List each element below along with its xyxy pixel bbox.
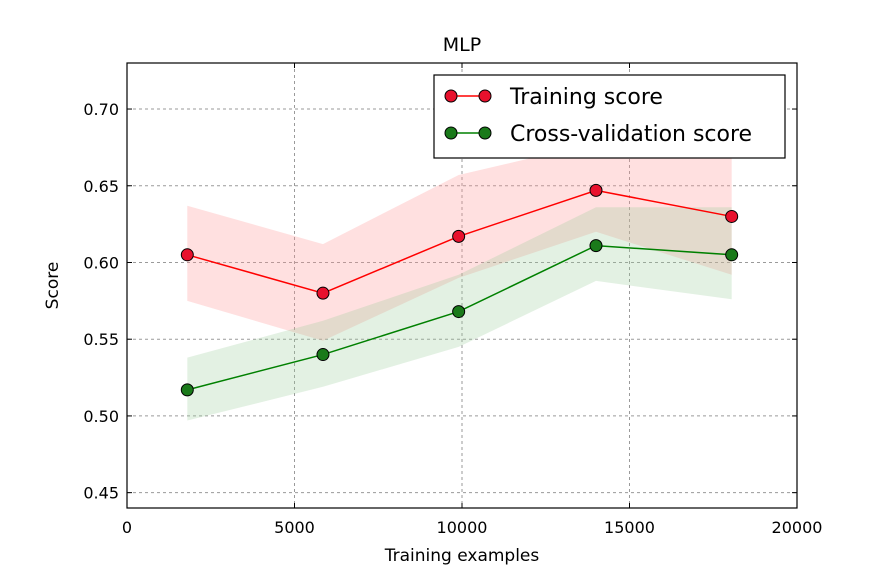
series-1-point — [725, 248, 739, 262]
y-tick-label: 0.55 — [83, 330, 119, 349]
series-1-point — [316, 348, 330, 362]
x-tick-label: 5000 — [274, 518, 315, 537]
y-tick-label: 0.60 — [83, 253, 119, 272]
y-tick-label: 0.50 — [83, 407, 119, 426]
x-tick-label: 20000 — [772, 518, 823, 537]
legend-label-0: Training score — [509, 85, 663, 110]
series-0-point — [589, 183, 603, 197]
series-0-point — [452, 229, 466, 243]
series-0-point — [725, 209, 739, 223]
legend-marker-0 — [444, 89, 458, 103]
legend-marker-1 — [478, 126, 492, 140]
confidence-bands — [187, 142, 732, 421]
series-0-point — [180, 248, 194, 262]
y-tick-label: 0.45 — [83, 484, 119, 503]
x-tick-label: 10000 — [437, 518, 488, 537]
series-markers — [180, 183, 739, 397]
legend: Training score Cross-validation score — [433, 74, 786, 159]
x-tick-label: 15000 — [604, 518, 655, 537]
series-1-point — [452, 305, 466, 319]
series-0-point — [316, 286, 330, 300]
axis-ticks: 0 5000 10000 15000 20000 0.45 0.50 0.55 0.60 0.65… — [83, 63, 822, 537]
x-axis-title: Training examples — [384, 546, 540, 566]
legend-box — [433, 74, 786, 159]
chart-title: MLP — [443, 34, 481, 56]
y-axis-title: Score — [43, 262, 63, 310]
legend-marker-1 — [444, 126, 458, 140]
y-tick-label: 0.65 — [83, 177, 119, 196]
series-1-point — [589, 239, 603, 253]
x-tick-label: 0 — [122, 518, 132, 537]
y-tick-label: 0.70 — [83, 100, 119, 119]
series-1-point — [180, 383, 194, 397]
legend-marker-0 — [478, 89, 492, 103]
legend-label-1: Cross-validation score — [510, 122, 752, 147]
